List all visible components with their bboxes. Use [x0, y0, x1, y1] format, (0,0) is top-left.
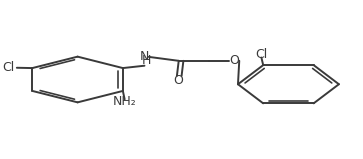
Text: H: H [142, 54, 151, 67]
Text: O: O [229, 54, 239, 67]
Text: Cl: Cl [2, 61, 14, 74]
Text: NH₂: NH₂ [113, 95, 136, 108]
Text: N: N [139, 50, 149, 63]
Text: O: O [174, 74, 183, 87]
Text: Cl: Cl [255, 48, 268, 61]
